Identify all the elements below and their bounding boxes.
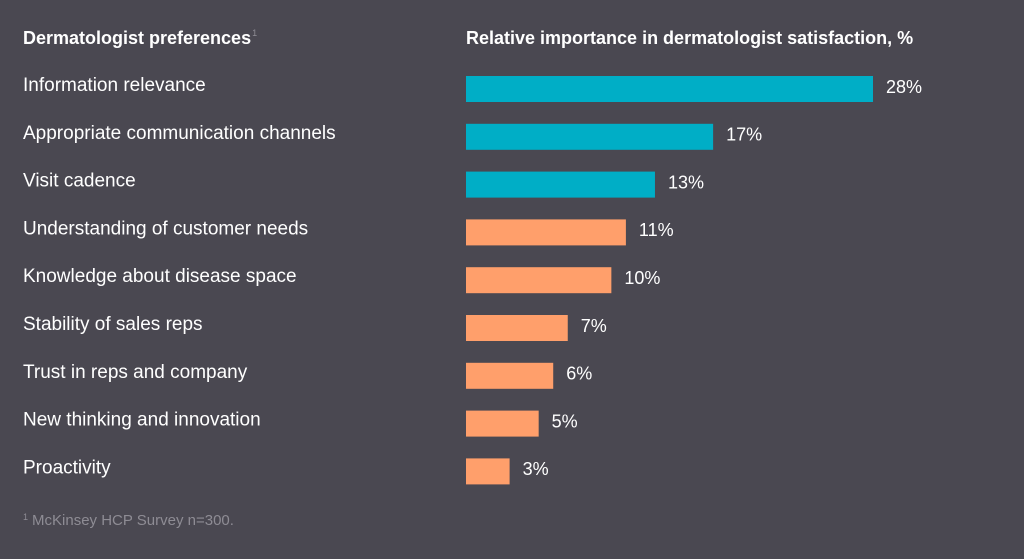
value-label: 3%	[523, 459, 549, 479]
value-label: 13%	[668, 172, 704, 192]
footnote-text: McKinsey HCP Survey n=300.	[32, 512, 234, 529]
category-label: Understanding of customer needs	[23, 218, 308, 239]
category-label: Visit cadence	[23, 171, 136, 192]
category-label: Information relevance	[23, 75, 206, 96]
bar	[466, 171, 655, 198]
chart-title: Relative importance in dermatologist sat…	[466, 28, 914, 48]
value-label: 7%	[581, 316, 607, 336]
bar	[466, 219, 626, 246]
bar	[466, 123, 714, 150]
value-label: 28%	[886, 77, 922, 97]
value-label: 11%	[639, 220, 674, 240]
category-label: Appropriate communication channels	[23, 123, 336, 144]
value-label: 6%	[566, 364, 592, 384]
category-label: New thinking and innovation	[23, 410, 261, 431]
bar	[466, 76, 873, 102]
bar	[466, 458, 510, 485]
footnote-mark: 1	[252, 28, 258, 38]
bar	[466, 410, 539, 437]
footnote-marker: 1	[23, 512, 29, 522]
bar	[466, 315, 568, 341]
footnote: 1 McKinsey HCP Survey n=300.	[23, 512, 234, 529]
bar	[466, 362, 554, 389]
value-label: 17%	[726, 125, 762, 145]
value-label: 5%	[552, 411, 578, 431]
category-label: Knowledge about disease space	[23, 266, 297, 287]
row-header: Dermatologist preferences1	[23, 28, 257, 49]
category-label: Stability of sales reps	[23, 314, 203, 335]
row-header-text: Dermatologist preferences	[23, 28, 252, 48]
value-label: 10%	[624, 268, 660, 288]
category-label: Proactivity	[23, 457, 111, 478]
bar	[466, 267, 612, 294]
category-label: Trust in reps and company	[23, 362, 248, 383]
